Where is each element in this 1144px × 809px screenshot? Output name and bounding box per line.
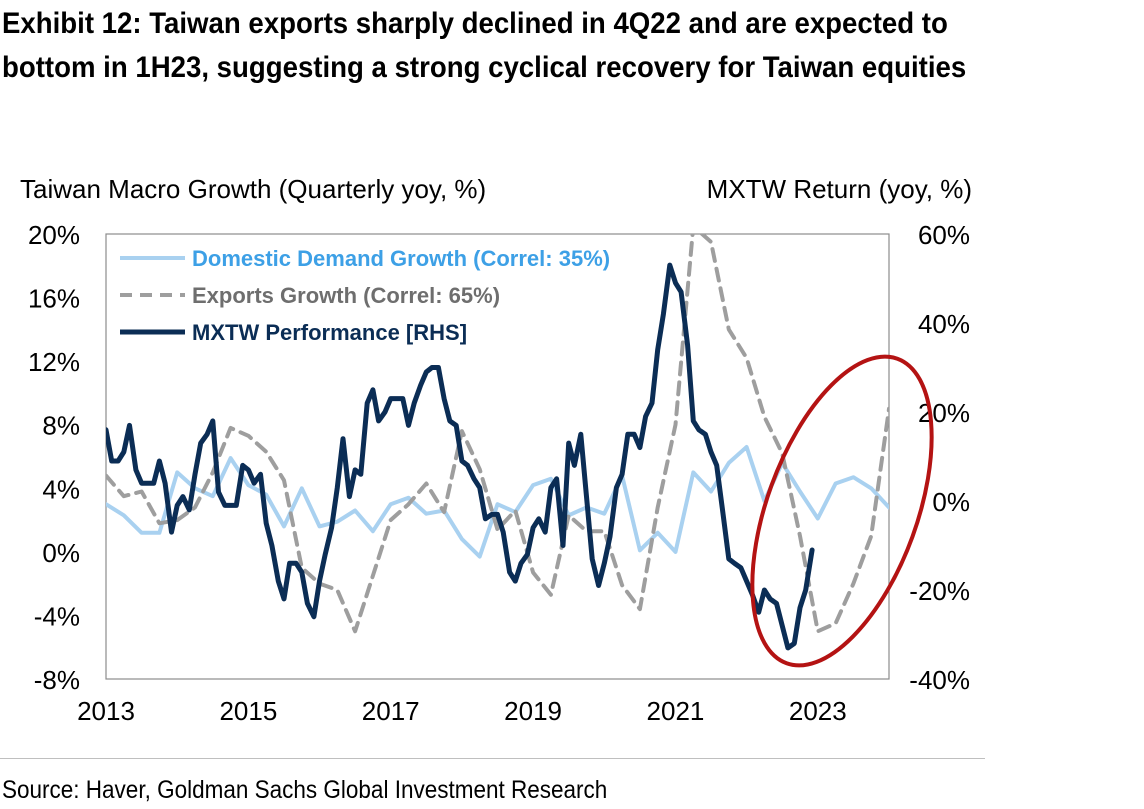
left-axis: 20% 16% 12% 8% 4% 0% -4% -8% [28,220,80,695]
left-axis-title: Taiwan Macro Growth (Quarterly yoy, %) [20,174,487,204]
plot-frame [105,233,890,680]
highlight-ellipse [750,354,934,668]
y-right-tick-label: -40% [909,665,970,695]
y-right-tick-label: 60% [918,220,970,250]
x-axis: 2013 2015 2017 2019 2021 2023 [77,696,847,726]
legend-mxtw-performance-label: MXTW Performance [RHS] [192,320,467,345]
right-axis: 60% 40% 20% 0% -20% -40% [909,220,970,695]
y-left-tick-label: 0% [42,538,80,568]
x-tick-label: 2019 [504,696,562,726]
exports-growth-line [106,234,889,634]
x-tick-label: 2013 [77,696,135,726]
legend-exports-growth-label: Exports Growth (Correl: 65%) [192,283,500,308]
y-left-tick-label: 4% [42,474,80,504]
y-left-tick-label: -8% [34,665,80,695]
y-left-tick-label: -4% [34,601,80,631]
y-left-tick-label: 16% [28,284,80,314]
chart-title: Exhibit 12: Taiwan exports sharply decli… [2,7,967,84]
right-axis-title: MXTW Return (yoy, %) [706,174,972,204]
legend: Domestic Demand Growth (Correl: 35%) Expo… [120,246,610,345]
x-tick-label: 2021 [647,696,705,726]
x-tick-label: 2017 [362,696,420,726]
y-right-tick-label: 0% [932,487,970,517]
domestic-demand-line [106,445,889,559]
y-right-tick-label: 20% [918,398,970,428]
legend-domestic-demand-label: Domestic Demand Growth (Correl: 35%) [192,246,610,271]
source-note: Source: Haver, Goldman Sachs Global Inve… [2,776,608,804]
y-right-tick-label: -20% [909,576,970,606]
series-layer [106,234,889,651]
mxtw-performance-line [106,262,815,651]
y-right-tick-label: 40% [918,309,970,339]
y-left-tick-label: 20% [28,220,80,250]
y-left-tick-label: 8% [42,411,80,441]
footer-divider [0,758,985,759]
x-tick-label: 2023 [789,696,847,726]
y-left-tick-label: 12% [28,347,80,377]
x-tick-label: 2015 [219,696,277,726]
